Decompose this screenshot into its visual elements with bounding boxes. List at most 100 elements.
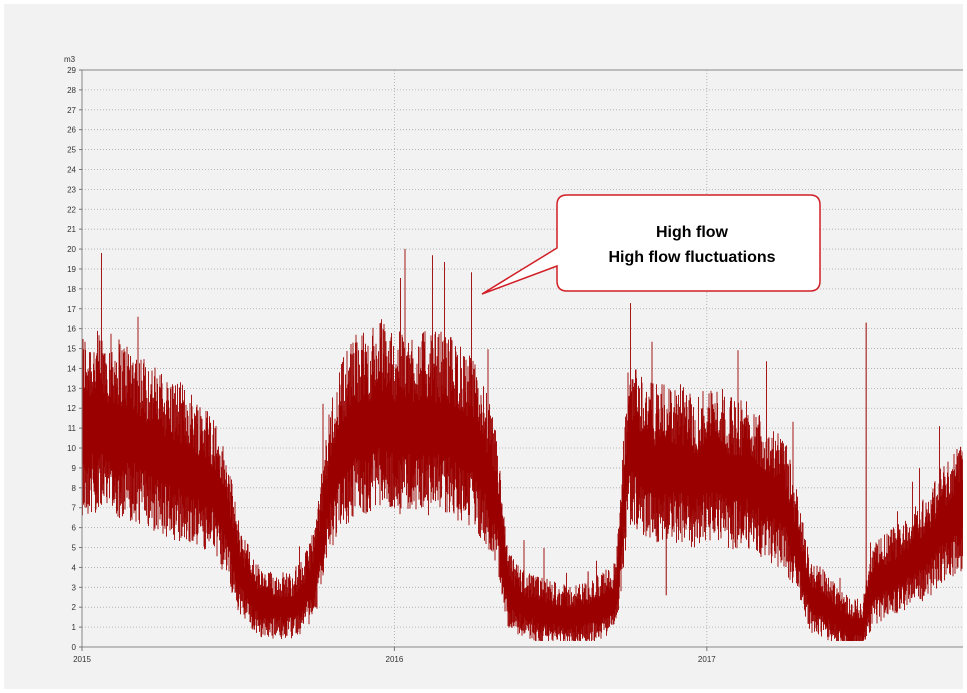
flow-data-point [784,506,786,509]
y-tick-label: 26 [67,126,76,135]
y-tick-label: 4 [72,563,77,572]
y-axis-unit-label: m3 [64,55,76,64]
flow-data-point [862,626,864,629]
flow-data-point [887,576,889,579]
flow-data-point [159,457,162,459]
x-tick-label: 2017 [698,655,716,664]
x-tick-label: 2016 [386,655,404,664]
callout-line-2: High flow fluctuations [608,249,775,266]
axes [81,69,963,648]
y-tick-label: 9 [72,464,77,473]
flow-data-point [562,616,565,619]
flow-data-point [824,606,827,609]
flow-data-point [602,606,605,609]
flow-data-point [746,476,749,479]
flow-data-point [471,447,474,449]
flow-chart: 0123456789101112131415161718192021222324… [64,55,963,664]
annotation-callout: High flow High flow fluctuations [481,194,821,295]
flow-data-point [327,486,330,489]
flow-data-point [227,526,230,529]
flow-data-point [496,506,499,509]
y-tick-label: 13 [67,384,76,393]
y-tick-label: 7 [72,504,77,513]
flow-data-point [627,447,630,449]
x-tick-label: 2015 [73,655,91,664]
chart-frame: 0 1 2 3 4 5 6 7 8 9 10 11 12 13 14 15 16 17 18 19 20 21 22 23 24… [4,4,963,689]
y-tick-label: 16 [67,325,76,334]
y-tick-label: 15 [67,345,76,354]
flow-data-point [940,526,943,529]
flow-data-point [406,427,408,430]
flow-data-point [837,616,839,619]
flow-noise-band [81,248,963,641]
flow-data-point [134,437,137,439]
flow-data-point [434,427,436,430]
y-tick-label: 19 [67,265,76,274]
y-tick-label: 27 [67,106,76,115]
flow-data-point [927,546,930,549]
y-tick-label: 28 [67,86,76,95]
flow-data-point [446,427,449,430]
y-tick-label: 17 [67,305,76,314]
callout-bubble [481,194,821,295]
flow-data-point [512,596,515,599]
y-tick-label: 24 [67,165,76,174]
flow-data-point [524,606,527,609]
y-tick-label: 21 [67,225,76,234]
flow-data-point [537,610,540,613]
y-tick-label: 1 [72,623,77,632]
flow-data-point [615,596,618,599]
flow-data-point [290,606,293,609]
y-tick-label: 14 [67,364,76,373]
flow-data-point [640,457,643,459]
flow-data-point [849,626,852,629]
flow-data-point [962,506,963,509]
y-tick-label: 18 [67,285,76,294]
y-tick-label: 22 [67,205,76,214]
flow-series [81,248,963,641]
y-tick-label: 5 [72,544,77,553]
flow-data-point [952,516,955,519]
flow-data-point [759,486,761,489]
flow-data-point [549,612,552,615]
x-ticks: 2015 2016 2017 [73,647,716,664]
flow-data-point [915,556,918,559]
flow-data-point [252,596,255,599]
y-tick-label: 20 [67,245,76,254]
y-tick-label: 23 [67,185,76,194]
flow-data-point [652,467,655,469]
flow-data-point [730,476,733,479]
flow-data-point [771,496,774,499]
flow-data-point [809,596,811,599]
y-tick-label: 11 [68,424,77,433]
flow-trend-line [82,416,963,629]
flow-data-point [634,447,636,449]
flow-data-point [590,612,593,615]
flow-data-point [484,467,486,469]
flow-data-point [106,427,108,430]
y-tick-label: 10 [67,444,76,453]
flow-data-point [459,437,461,439]
y-tick-label: 25 [67,146,76,155]
flow-data-point [237,566,240,569]
flow-data-point [902,566,905,569]
y-tick-label: 2 [72,603,77,612]
flow-data-point [315,566,318,569]
flow-data-point [796,546,799,549]
flow-data-point [212,486,215,489]
flow-data-point [574,616,577,619]
flow-data-point [705,467,708,469]
y-tick-label: 8 [72,484,77,493]
grid [82,70,963,647]
flow-data-point [302,596,305,599]
callout-line-1: High flow [656,224,729,241]
flow-data-point [505,586,508,589]
y-tick-label: 29 [67,66,76,75]
flow-data-point [418,427,421,430]
flow-data-point [184,467,186,469]
y-tick-label: 6 [72,524,77,533]
flow-data-point [668,467,671,469]
flow-data-point [381,417,383,420]
flow-data-point [393,427,396,430]
y-tick-label: 3 [72,583,77,592]
